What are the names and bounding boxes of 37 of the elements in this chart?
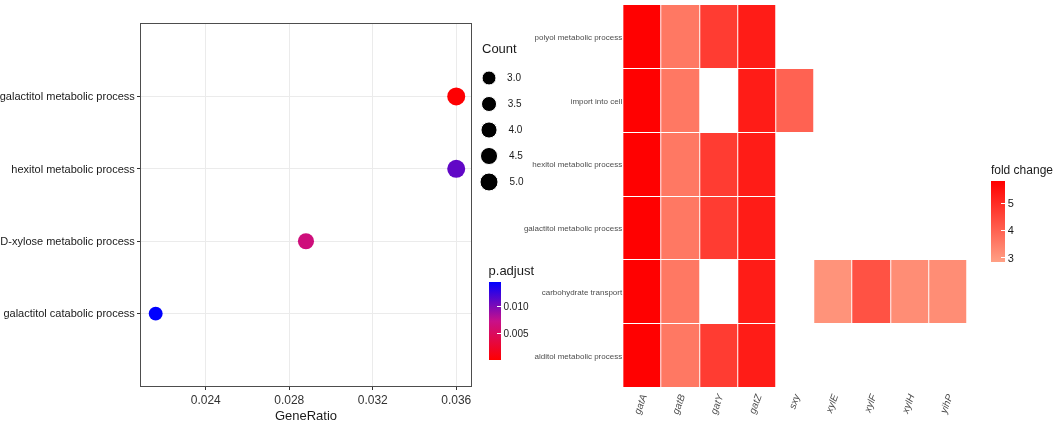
y-tick-label: D-xylose metabolic process bbox=[0, 235, 136, 248]
x-tick-label: xylE bbox=[823, 392, 841, 416]
x-tick-label: 0.036 bbox=[441, 393, 472, 408]
x-tick-label: gatY bbox=[708, 391, 726, 416]
x-tick-label: gatZ bbox=[746, 391, 764, 416]
x-tick-label: 0.032 bbox=[357, 393, 389, 408]
legend-label: 4.5 bbox=[500, 149, 524, 161]
legend-label: 3.0 bbox=[498, 71, 522, 83]
y-tick-label: import into cell bbox=[570, 96, 623, 106]
y-tick-label: polyol metabolic process bbox=[534, 32, 623, 42]
x-tick-label: xylH bbox=[899, 391, 917, 416]
legend-label: 4.0 bbox=[500, 123, 523, 135]
y-tick-label: hexitol metabolic process bbox=[11, 162, 136, 175]
legend-label: 3.5 bbox=[499, 97, 523, 109]
y-tick-label: galactitol metabolic process bbox=[0, 90, 136, 103]
color-bar-label: 0.005 bbox=[503, 327, 529, 339]
y-tick-label: carbohydrate transport bbox=[541, 288, 623, 298]
x-tick-label: yihP bbox=[937, 392, 955, 416]
y-tick-label: alditol metabolic process bbox=[534, 351, 623, 361]
x-tick-label: gatA bbox=[631, 392, 649, 416]
color-bar-title: p.adjust bbox=[488, 262, 535, 278]
color-bar-title: fold change bbox=[990, 163, 1054, 177]
x-tick-label: gatB bbox=[669, 392, 688, 416]
x-tick-label: xylF bbox=[861, 391, 879, 415]
color-bar-label: 0.010 bbox=[503, 300, 529, 312]
color-bar-label: 3 bbox=[1007, 251, 1014, 264]
y-tick-label: galactitol catabolic process bbox=[3, 307, 136, 320]
x-axis-title: GeneRatio bbox=[274, 408, 338, 423]
legend-label: 5.0 bbox=[501, 175, 524, 187]
color-bar-label: 4 bbox=[1007, 224, 1014, 237]
x-tick-label: sxy bbox=[786, 391, 803, 411]
legend-title: Count bbox=[482, 41, 518, 56]
x-tick-label: 0.028 bbox=[274, 393, 305, 408]
y-tick-label: galactitol metabolic process bbox=[523, 224, 623, 234]
color-bar-label: 5 bbox=[1007, 197, 1014, 210]
x-tick-label: 0.024 bbox=[190, 393, 222, 408]
y-tick-label: hexitol metabolic process bbox=[532, 160, 623, 170]
